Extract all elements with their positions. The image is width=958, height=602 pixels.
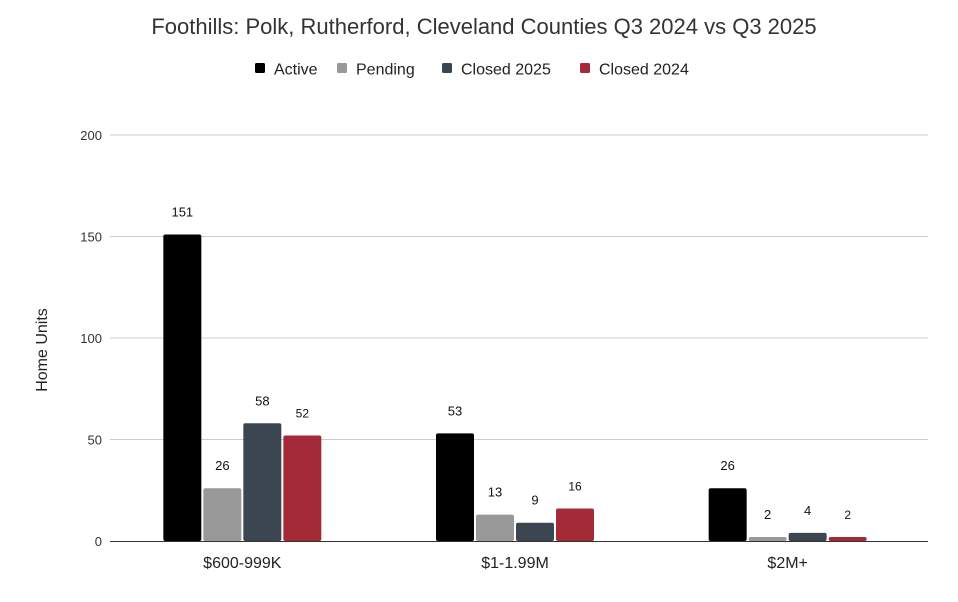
y-tick-label: 200 [80,128,102,143]
legend-label: Closed 2024 [599,62,689,79]
legend-label: Pending [356,62,415,79]
legend-swatch [442,63,452,73]
chart-title: Foothills: Polk, Rutherford, Cleveland C… [151,14,816,39]
y-axis-ticks: 0 50 100 150 200 [80,128,102,549]
gridlines [110,134,928,440]
data-label: 26 [720,458,734,473]
legend-item-closed-2025: Closed 2025 [442,62,551,79]
data-label: 9 [531,493,538,508]
bar-closed-2024 [828,536,867,541]
data-label: 26 [215,458,229,473]
legend-swatch [337,63,347,73]
data-label: 2 [764,507,771,522]
legend-item-closed-2024: Closed 2024 [580,62,689,79]
data-label: 13 [488,485,502,500]
data-label: 16 [568,480,582,494]
legend: Active Pending Closed 2025 Closed 2024 [255,62,689,79]
data-labels: 151 26 58 52 53 13 9 16 26 2 4 2 [171,204,851,521]
data-label: 4 [804,503,811,518]
bar-pending [748,536,787,541]
legend-item-active: Active [255,62,318,79]
legend-swatch [580,63,590,73]
y-axis-label: Home Units [34,308,51,392]
bar-pending [476,514,514,541]
x-category-label: $1-1.99M [481,555,549,572]
y-tick-label: 50 [88,433,102,448]
legend-item-pending: Pending [337,62,415,79]
bar-active [163,234,202,541]
x-category-label: $2M+ [767,555,807,572]
y-tick-label: 0 [95,534,102,549]
bar-closed-2024 [283,435,322,541]
bar-pending [203,488,242,541]
bar-closed-2025 [243,423,282,541]
y-tick-label: 100 [80,331,102,346]
y-tick-label: 150 [80,230,102,245]
bar-active [436,433,474,541]
x-category-label: $600-999K [203,555,282,572]
data-label: 53 [448,403,462,418]
data-label: 151 [171,204,193,219]
bars [163,234,867,541]
bar-closed-2025 [516,522,554,541]
x-axis-categories: $600-999K $1-1.99M $2M+ [203,555,808,572]
legend-swatch [255,63,265,73]
bar-closed-2024 [556,508,594,541]
bar-active [708,488,747,541]
legend-label: Closed 2025 [461,62,551,79]
data-label: 2 [844,508,851,522]
data-label: 52 [296,406,310,420]
legend-label: Active [274,62,318,79]
bar-closed-2025 [788,532,827,541]
data-label: 58 [255,393,269,408]
